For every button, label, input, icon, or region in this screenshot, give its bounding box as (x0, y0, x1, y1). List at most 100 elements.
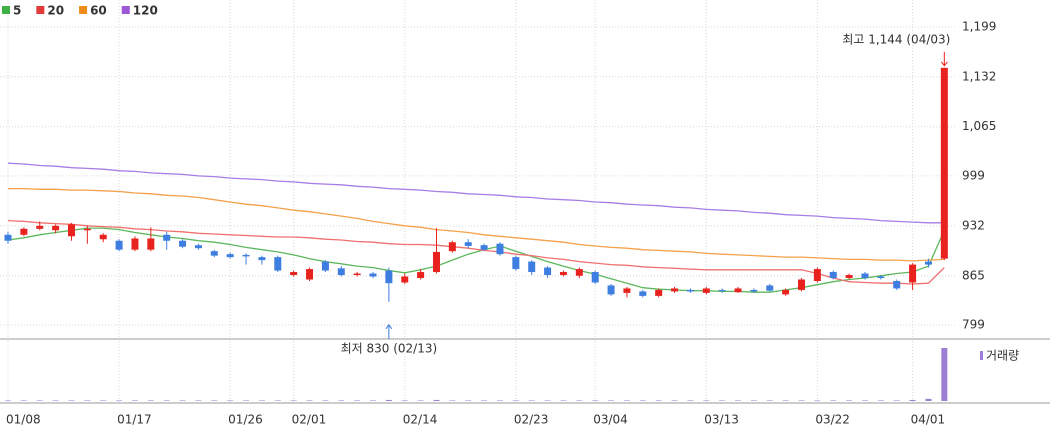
candle-body (4, 234, 12, 241)
candle-body (83, 228, 91, 231)
volume-bar (211, 400, 218, 401)
volume-bar (306, 400, 313, 401)
candle-body (179, 240, 187, 247)
y-tick-label: 1,065 (962, 119, 996, 133)
ma-line (7, 219, 945, 285)
candle-body (385, 270, 393, 284)
candle-body (432, 251, 440, 273)
low-arrow (385, 324, 393, 339)
volume-bar (719, 400, 726, 401)
volume-bar (671, 400, 678, 401)
candle-body (528, 261, 536, 273)
volume-bar (512, 400, 519, 401)
candle-body (639, 291, 647, 296)
candle-body (544, 267, 552, 276)
volume-bar (782, 400, 789, 401)
candle-body (194, 245, 202, 249)
candle-body (131, 238, 139, 250)
candle-body (337, 268, 345, 276)
volume-bar (243, 400, 250, 401)
volume-bar (830, 400, 837, 401)
candle-body (813, 269, 821, 281)
candle-body (448, 242, 456, 252)
candle-body (67, 224, 75, 237)
volume-bar (481, 400, 488, 401)
candle-body (845, 275, 853, 279)
volume-bar (68, 400, 75, 401)
volume-bar (465, 400, 472, 401)
candle-body (306, 269, 314, 280)
candle-body (36, 225, 44, 229)
volume-bar (655, 400, 662, 401)
volume-bar (401, 400, 408, 401)
y-tick-label: 865 (962, 268, 985, 282)
volume-bar (909, 399, 916, 401)
volume-bar (5, 400, 11, 401)
legend-label: 5 (13, 4, 21, 18)
candle-body (940, 67, 948, 259)
ma-line (7, 162, 945, 224)
volume-bar (354, 400, 361, 401)
y-tick-label: 1,199 (962, 19, 996, 33)
volume-bar (735, 400, 742, 401)
candle-body (829, 272, 837, 279)
candle-body (258, 257, 266, 261)
volume-bar (20, 400, 27, 401)
volume-bar (449, 400, 456, 401)
candle-body (274, 257, 282, 271)
y-tick-label: 999 (962, 168, 985, 182)
candle-body (290, 272, 298, 276)
volume-bar (195, 400, 202, 401)
candle-body (115, 240, 123, 250)
high-annotation: 최고 1,144 (04/03) (842, 32, 950, 46)
candle-body (52, 225, 60, 231)
candle-body (607, 285, 615, 295)
legend-label: 20 (47, 4, 64, 18)
volume-bar (147, 400, 154, 401)
x-tick-label: 02/23 (514, 413, 549, 427)
volume-legend-swatch (980, 351, 983, 360)
candle-body (591, 272, 599, 283)
volume-bar (703, 400, 710, 401)
candle-body (734, 288, 742, 293)
candle-body (464, 242, 472, 246)
volume-bar (131, 400, 138, 401)
candle-body (782, 289, 790, 295)
y-tick-label: 932 (962, 218, 985, 232)
volume-bar (846, 400, 853, 401)
volume-bar (36, 400, 43, 401)
candle-body (210, 251, 218, 256)
volume-bar (370, 400, 377, 401)
legend-swatch (36, 6, 45, 14)
x-tick-label: 03/04 (593, 413, 628, 427)
volume-bar (385, 399, 392, 401)
volume-bar (433, 399, 440, 401)
y-tick-label: 799 (962, 317, 985, 331)
candle-body (861, 273, 869, 279)
x-tick-label: 01/26 (228, 413, 263, 427)
candle-body (718, 289, 726, 291)
volume-bar (608, 400, 615, 401)
volume-bar (338, 400, 345, 401)
volume-bar (544, 400, 551, 401)
volume-bar (750, 400, 757, 401)
high-arrow (940, 51, 948, 67)
volume-bar (52, 400, 59, 401)
legend-label: 60 (90, 4, 107, 18)
candle-body (163, 234, 171, 241)
candle-body (559, 272, 567, 276)
volume-bar (116, 400, 123, 401)
volume-legend: 거래량 (986, 349, 1019, 363)
candle-body (226, 254, 234, 258)
x-tick-label: 02/01 (292, 413, 327, 427)
volume-bar (163, 400, 170, 401)
volume-bar (417, 400, 424, 401)
legend-swatch (2, 6, 10, 14)
y-tick-label: 1,132 (962, 69, 996, 83)
x-tick-label: 01/17 (117, 413, 152, 427)
volume-bar (766, 400, 773, 401)
candle-body (655, 289, 663, 296)
candle-body (401, 276, 409, 283)
volume-bar (814, 400, 821, 401)
